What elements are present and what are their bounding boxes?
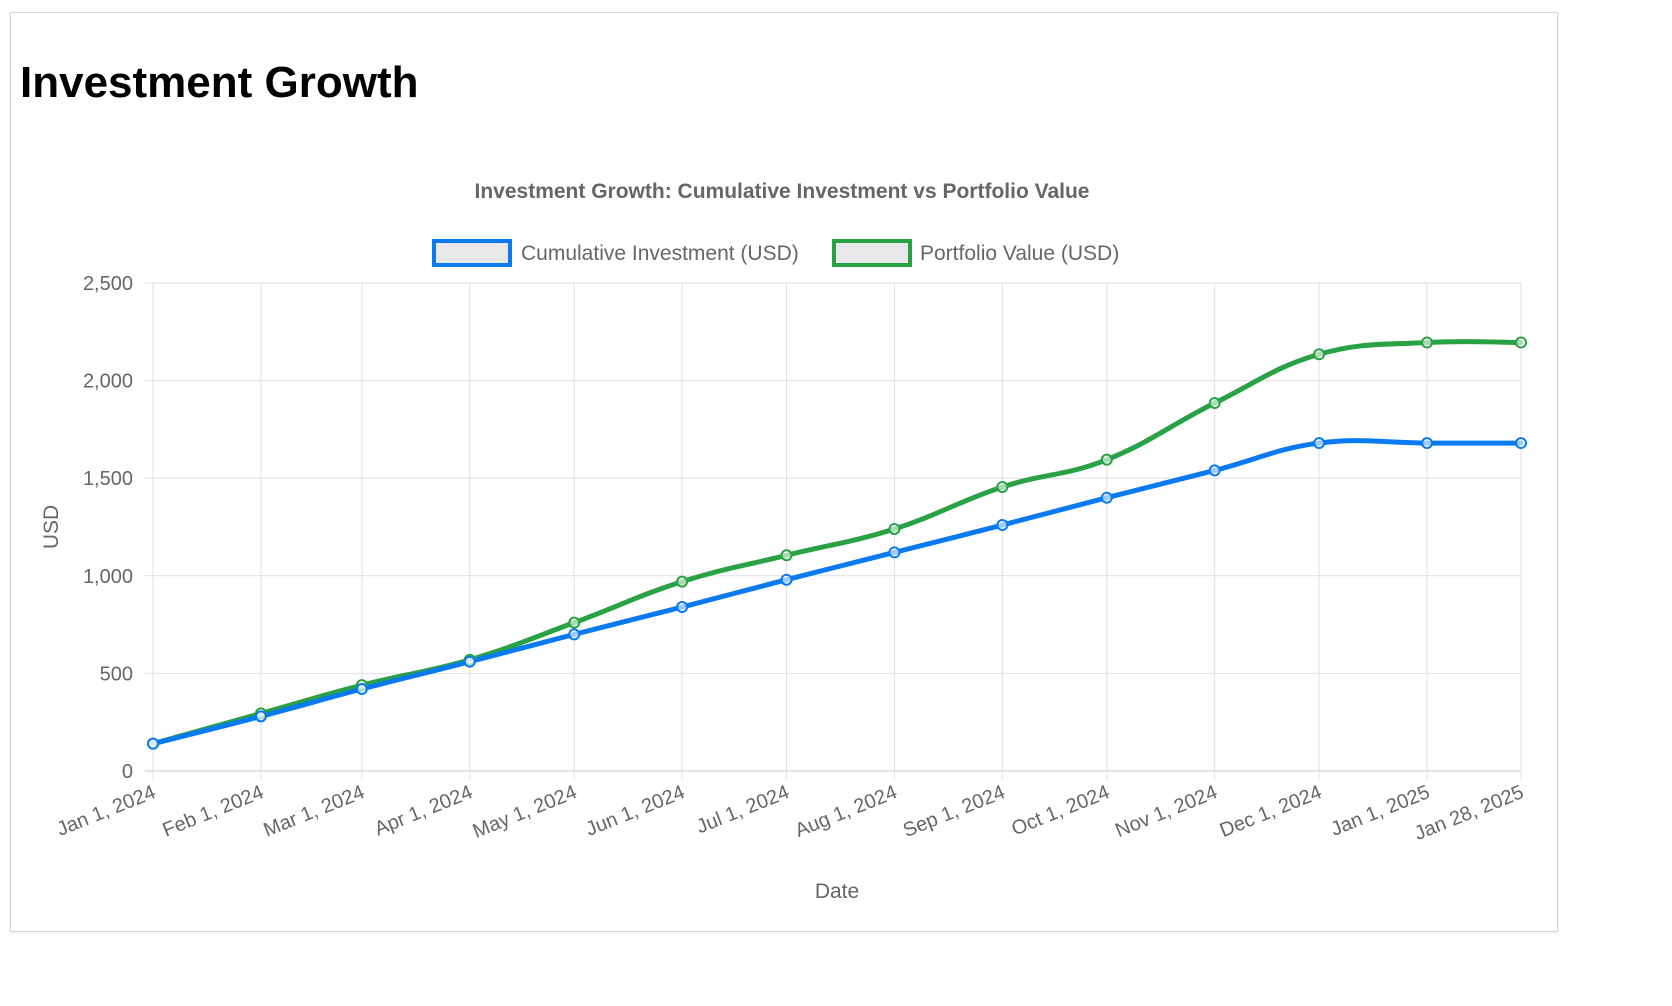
series-line xyxy=(150,438,1524,747)
data-point[interactable] xyxy=(1100,453,1113,466)
data-point[interactable] xyxy=(1208,397,1221,410)
data-point[interactable] xyxy=(676,575,689,588)
x-tick-label: Jan 28, 2025 xyxy=(1411,781,1526,845)
data-point[interactable] xyxy=(147,737,159,750)
data-point[interactable] xyxy=(1100,491,1113,504)
x-tick-label: Nov 1, 2024 xyxy=(1112,781,1220,842)
data-point[interactable] xyxy=(996,480,1009,493)
y-tick-label: 2,500 xyxy=(83,273,133,295)
chart-title: Investment Growth: Cumulative Investment… xyxy=(475,180,1090,203)
data-point[interactable] xyxy=(780,573,793,586)
x-tick-label: Feb 1, 2024 xyxy=(160,781,267,841)
x-tick-label: Jun 1, 2024 xyxy=(583,781,688,841)
data-points[interactable] xyxy=(147,336,1527,750)
y-tick-label: 1,000 xyxy=(83,566,133,588)
data-point[interactable] xyxy=(355,683,368,696)
data-point[interactable] xyxy=(463,655,476,668)
data-point[interactable] xyxy=(1421,336,1434,349)
y-tick-label: 2,000 xyxy=(83,371,133,393)
data-point[interactable] xyxy=(996,519,1009,532)
data-point[interactable] xyxy=(1313,437,1326,450)
data-point[interactable] xyxy=(568,616,581,629)
series-lines xyxy=(150,339,1524,747)
page-title: Investment Growth xyxy=(20,58,419,107)
data-point[interactable] xyxy=(1515,336,1527,349)
y-axis-ticks: 0 500 1,000 1,500 2,000 2,500 xyxy=(83,273,133,783)
x-tick-label: Sep 1, 2024 xyxy=(900,781,1008,842)
legend-label-investment[interactable]: Cumulative Investment (USD) xyxy=(521,242,799,265)
data-point[interactable] xyxy=(676,601,689,614)
x-tick-label: Oct 1, 2024 xyxy=(1009,781,1113,840)
data-point[interactable] xyxy=(1421,437,1434,450)
data-point[interactable] xyxy=(568,628,581,641)
legend-label-portfolio[interactable]: Portfolio Value (USD) xyxy=(920,242,1119,265)
data-point[interactable] xyxy=(1313,348,1326,361)
y-axis-title: USD xyxy=(40,505,63,549)
data-point[interactable] xyxy=(1208,464,1221,477)
y-tick-label: 1,500 xyxy=(83,468,133,490)
chart-card xyxy=(10,12,1558,932)
legend-swatch-portfolio[interactable] xyxy=(832,239,912,267)
data-point[interactable] xyxy=(888,546,901,559)
chart-legend[interactable]: Cumulative Investment (USD) Portfolio Va… xyxy=(432,239,1119,267)
y-tick-label: 500 xyxy=(100,663,133,685)
x-tick-label: Dec 1, 2024 xyxy=(1217,781,1325,842)
data-point[interactable] xyxy=(254,710,267,723)
x-tick-label: Mar 1, 2024 xyxy=(261,781,368,841)
data-point[interactable] xyxy=(888,522,901,535)
y-tick-label: 0 xyxy=(122,761,133,783)
data-point[interactable] xyxy=(1515,437,1527,450)
x-tick-label: Aug 1, 2024 xyxy=(792,781,900,842)
x-tick-label: May 1, 2024 xyxy=(470,781,580,843)
series-line xyxy=(150,339,1524,747)
grid-lines xyxy=(145,282,1522,779)
x-tick-label: Apr 1, 2024 xyxy=(372,781,476,840)
x-axis-title: Date xyxy=(815,880,859,903)
x-tick-label: Jan 1, 2024 xyxy=(54,781,159,841)
legend-swatch-investment[interactable] xyxy=(432,239,512,267)
x-tick-label: Jul 1, 2024 xyxy=(693,781,792,838)
data-point[interactable] xyxy=(780,549,793,562)
